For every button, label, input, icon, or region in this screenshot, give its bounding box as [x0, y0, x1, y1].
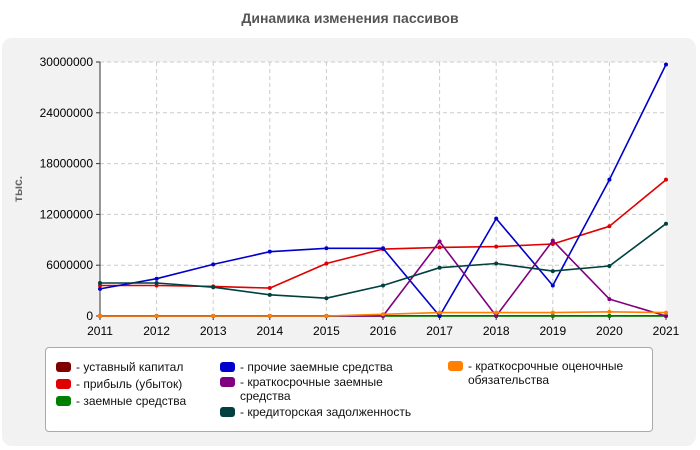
data-point: [211, 285, 216, 290]
y-tick-labels: 0 6000000 12000000 18000000 24000000 30000000: [40, 55, 94, 323]
x-tick-label: 2017: [426, 324, 453, 338]
legend-item[interactable]: - краткосрочные заемные средства: [220, 375, 410, 403]
data-point: [267, 249, 272, 254]
data-point: [267, 292, 272, 297]
data-point: [607, 264, 612, 269]
data-point: [154, 314, 159, 318]
y-tick-label: 18000000: [40, 157, 94, 171]
series-lines: [98, 62, 668, 318]
series-group: [98, 309, 668, 318]
x-tick-label: 2021: [653, 324, 680, 338]
legend-label: - заемные средства: [76, 394, 187, 408]
data-point: [664, 310, 668, 315]
data-point: [664, 177, 668, 182]
legend-swatch: [448, 361, 463, 371]
legend-label: - кредиторская задолженность: [240, 405, 412, 419]
data-point: [494, 216, 499, 221]
legend-swatch: [220, 377, 235, 387]
legend: - уставный капитал - прибыль (убыток) - …: [45, 347, 653, 432]
data-point: [267, 286, 272, 291]
legend-label: - краткосрочные заемные средства: [240, 375, 383, 403]
legend-item[interactable]: - кредиторская задолженность: [220, 405, 411, 419]
data-point: [664, 62, 668, 67]
legend-label: - прочие заемные средства: [240, 360, 393, 374]
data-point: [494, 314, 499, 318]
x-tick-label: 2018: [483, 324, 510, 338]
legend-label: - уставный капитал: [76, 360, 184, 374]
legend-item[interactable]: - прибыль (убыток): [56, 377, 182, 391]
data-point: [98, 286, 102, 291]
x-tick-label: 2014: [256, 324, 283, 338]
data-point: [607, 314, 612, 318]
data-point: [211, 314, 216, 318]
data-point: [98, 280, 102, 285]
y-tick-label: 6000000: [46, 258, 93, 272]
data-point: [98, 314, 102, 318]
legend-item[interactable]: - краткосрочные оценочные обязательства: [448, 359, 648, 387]
data-point: [437, 265, 442, 270]
data-point: [437, 245, 442, 250]
data-point: [550, 269, 555, 274]
y-tick-label: 30000000: [40, 55, 94, 69]
series-group: [98, 62, 668, 318]
data-point: [154, 280, 159, 285]
x-tick-label: 2015: [313, 324, 340, 338]
data-point: [664, 314, 668, 318]
data-point: [550, 314, 555, 318]
data-point: [494, 310, 499, 315]
legend-swatch: [220, 362, 235, 372]
data-point: [437, 310, 442, 315]
data-point: [494, 244, 499, 249]
data-point: [607, 297, 612, 302]
data-point: [324, 314, 329, 318]
y-axis-label: тыс.: [11, 176, 25, 202]
y-tick-label: 24000000: [40, 106, 94, 120]
legend-label: - краткосрочные оценочные обязательства: [468, 359, 624, 387]
data-point: [550, 238, 555, 243]
y-tick-label: 0: [86, 309, 93, 323]
legend-swatch: [56, 362, 71, 372]
data-point: [324, 261, 329, 266]
x-tick-label: 2013: [200, 324, 227, 338]
y-tick-label: 12000000: [40, 207, 94, 221]
legend-item[interactable]: - уставный капитал: [56, 360, 183, 374]
grid: [100, 61, 666, 316]
chart-title: Динамика изменения пассивов: [241, 10, 459, 26]
x-tick-label: 2016: [370, 324, 397, 338]
data-point: [381, 246, 385, 251]
x-tick-labels: 2011 2012 2013 2014 2015 2016 2017 2018 2019 2020…: [87, 324, 680, 338]
x-tick-label: 2020: [596, 324, 623, 338]
data-point: [437, 314, 442, 318]
data-point: [324, 296, 329, 301]
legend-item[interactable]: - заемные средства: [56, 394, 186, 408]
x-tick-label: 2011: [87, 324, 113, 338]
data-point: [550, 283, 555, 288]
legend-label: - прибыль (убыток): [76, 377, 183, 391]
data-point: [154, 276, 159, 281]
data-point: [324, 246, 329, 251]
data-point: [381, 312, 385, 317]
x-tick-label: 2019: [539, 324, 566, 338]
data-point: [381, 283, 385, 288]
series-group: [98, 221, 668, 301]
data-point: [267, 314, 272, 318]
legend-swatch: [56, 379, 71, 389]
data-point: [550, 310, 555, 315]
legend-swatch: [220, 407, 235, 417]
data-point: [664, 221, 668, 226]
legend-item[interactable]: - прочие заемные средства: [220, 360, 393, 374]
legend-swatch: [56, 396, 71, 406]
data-point: [607, 309, 612, 314]
data-point: [607, 177, 612, 182]
data-point: [494, 261, 499, 266]
data-point: [211, 262, 216, 267]
data-point: [437, 239, 442, 244]
data-point: [607, 224, 612, 229]
x-tick-label: 2012: [143, 324, 170, 338]
